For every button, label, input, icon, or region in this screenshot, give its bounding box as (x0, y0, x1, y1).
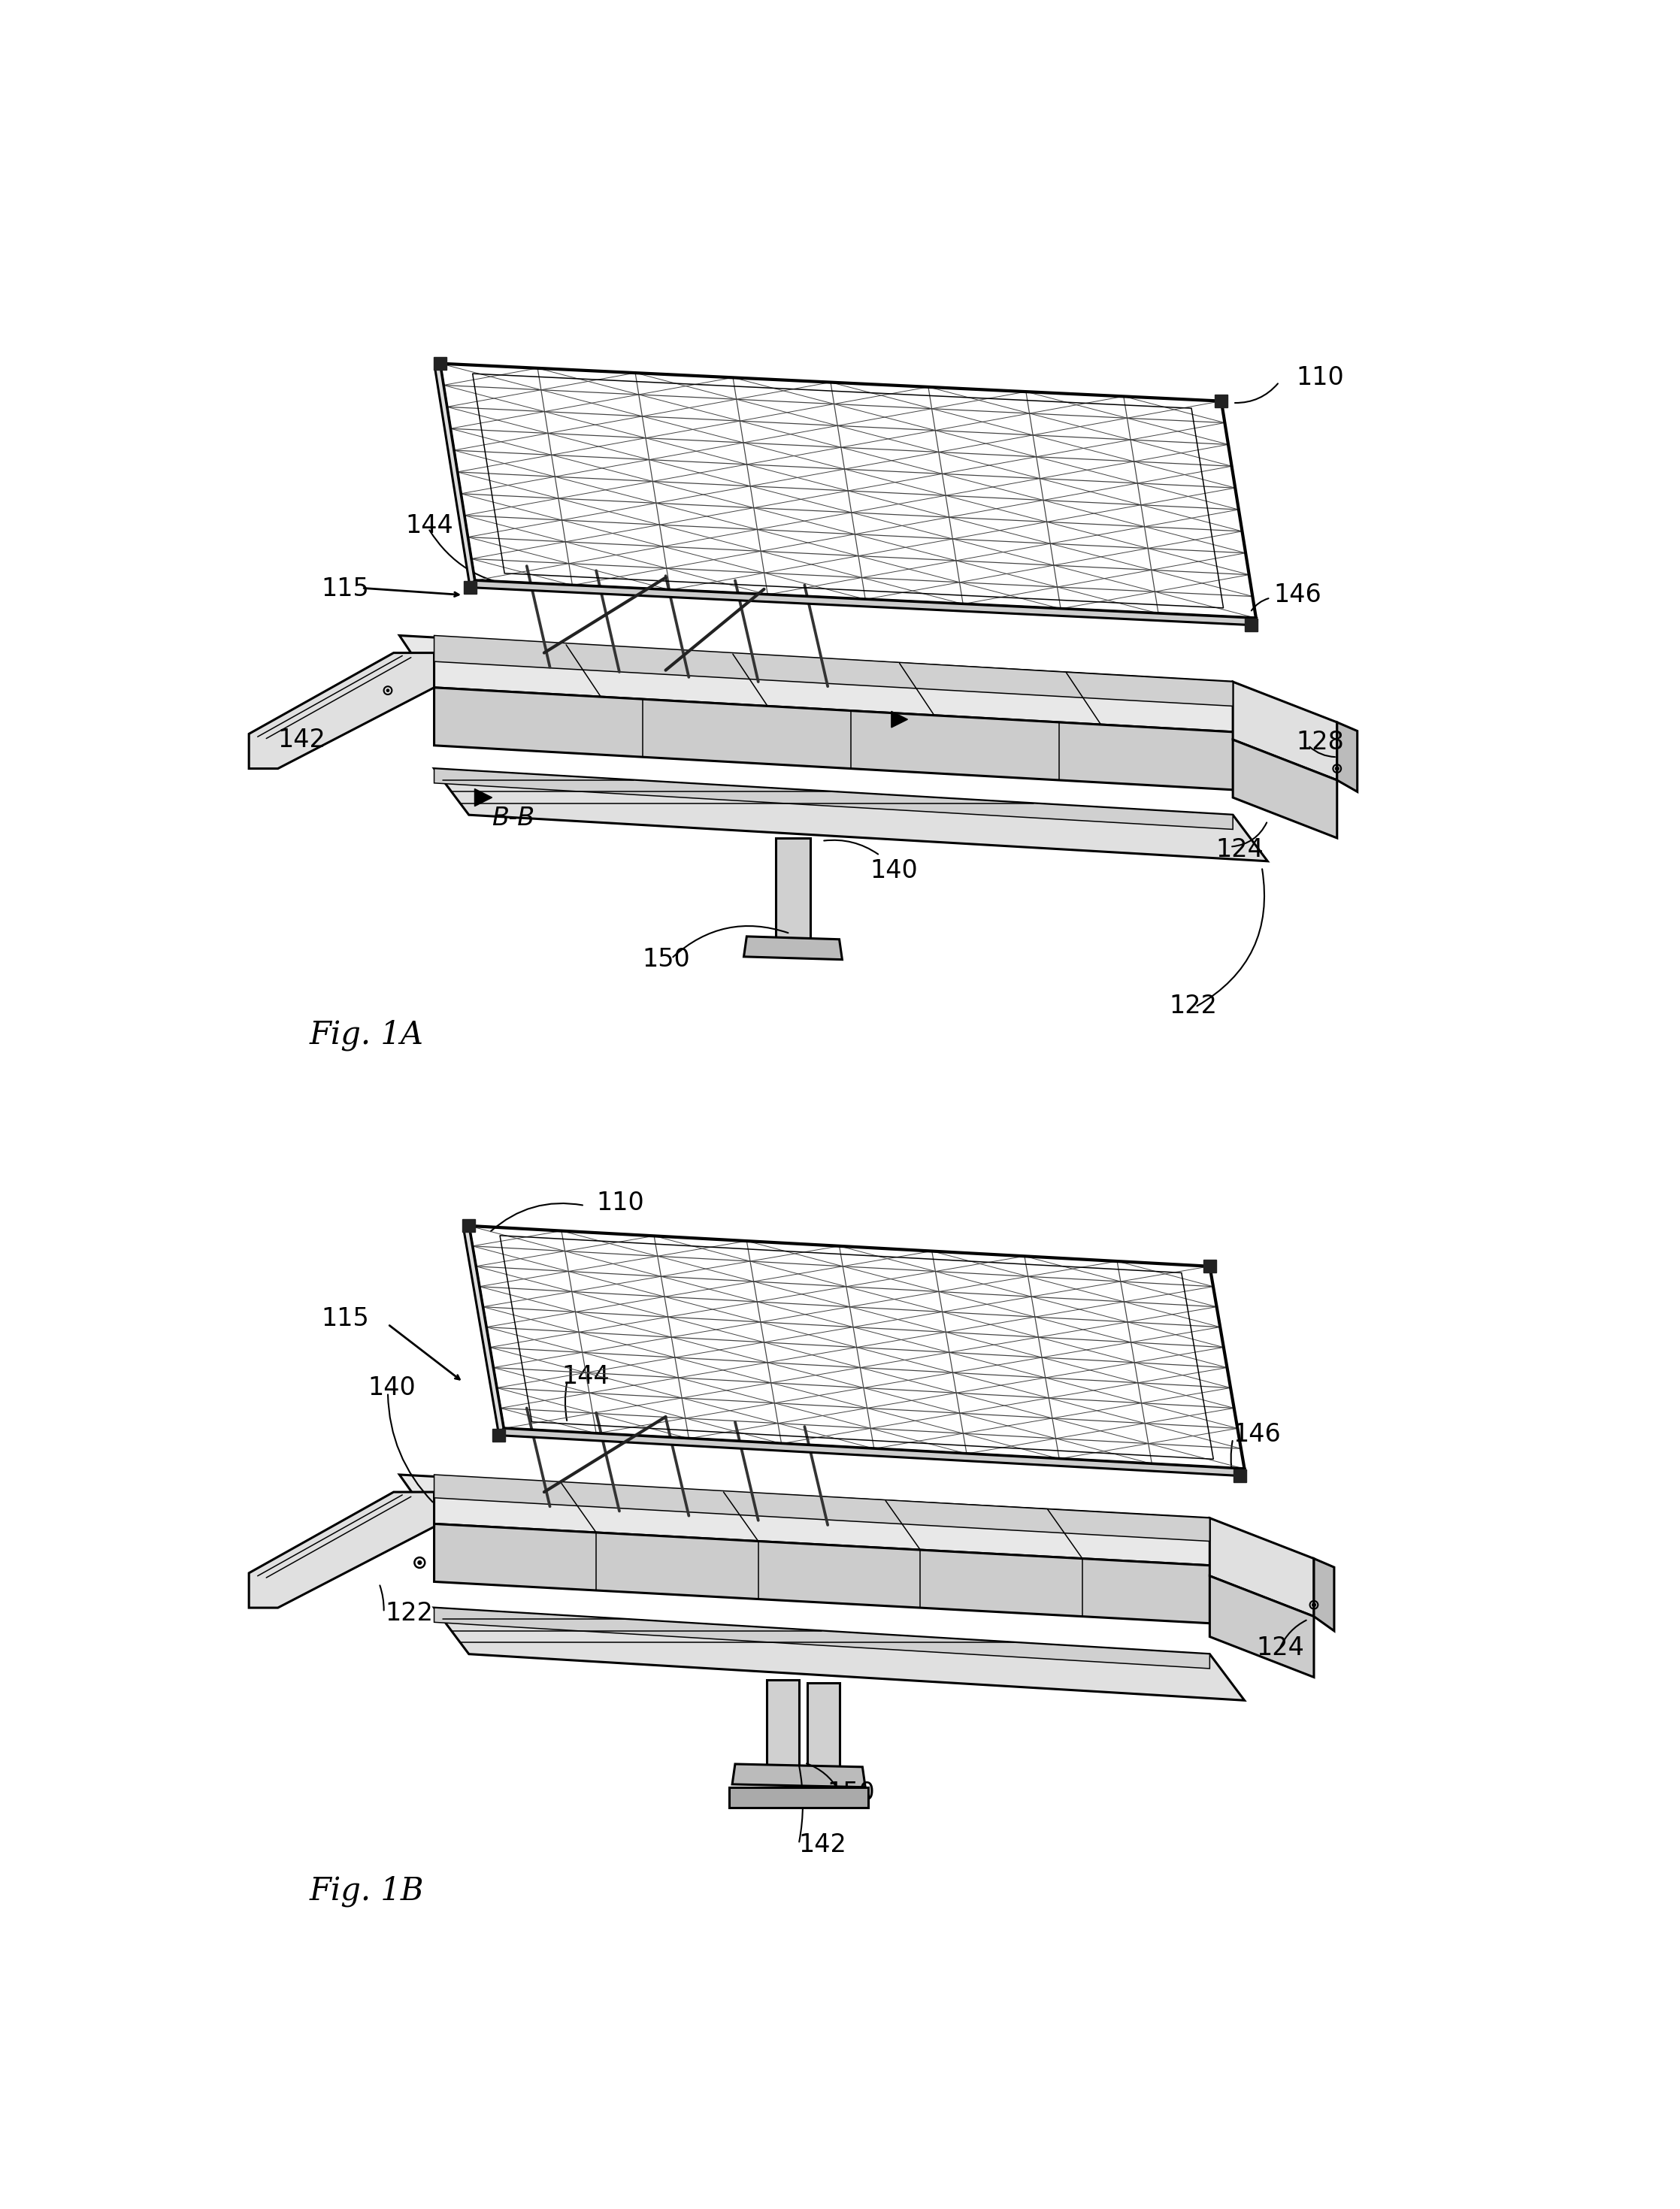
Bar (492, 1429, 506, 1442)
Text: 115: 115 (321, 1306, 370, 1330)
Text: 110: 110 (596, 1191, 643, 1215)
Bar (1215, 395, 1228, 406)
Circle shape (1336, 767, 1339, 771)
Bar (462, 1219, 475, 1233)
Text: 150: 150 (642, 948, 690, 972)
Polygon shape (475, 789, 492, 806)
Text: Fig. 1A: Fig. 1A (309, 1018, 423, 1051)
Bar (1203, 1259, 1216, 1272)
Polygon shape (732, 1765, 865, 1787)
Text: B-B: B-B (492, 806, 534, 831)
Polygon shape (1314, 1560, 1334, 1630)
Text: 128: 128 (1297, 731, 1344, 755)
Polygon shape (776, 837, 810, 943)
Polygon shape (433, 636, 1233, 707)
Polygon shape (768, 1681, 798, 1769)
Polygon shape (808, 1683, 840, 1772)
Text: 122: 122 (1169, 994, 1218, 1018)
Circle shape (1312, 1604, 1315, 1606)
Polygon shape (470, 581, 1257, 625)
Text: 140: 140 (870, 859, 919, 884)
Polygon shape (1210, 1518, 1314, 1617)
Polygon shape (433, 1608, 1245, 1701)
Circle shape (417, 1560, 422, 1564)
Polygon shape (433, 1524, 1245, 1626)
Circle shape (386, 689, 390, 691)
Polygon shape (433, 1476, 1210, 1542)
Text: 146: 146 (1233, 1423, 1280, 1447)
Polygon shape (464, 1226, 504, 1436)
Text: 144: 144 (405, 512, 454, 539)
Polygon shape (400, 636, 1268, 733)
Polygon shape (729, 1787, 869, 1807)
Text: 144: 144 (561, 1363, 610, 1389)
Polygon shape (1233, 740, 1337, 837)
Polygon shape (1337, 722, 1357, 791)
Polygon shape (1233, 683, 1337, 780)
Bar (1245, 619, 1258, 632)
Polygon shape (433, 769, 1233, 828)
Polygon shape (249, 1491, 433, 1608)
Polygon shape (499, 1429, 1245, 1476)
Text: 140: 140 (368, 1376, 415, 1401)
Polygon shape (433, 1608, 1210, 1668)
Polygon shape (400, 1476, 1245, 1566)
Polygon shape (435, 364, 475, 588)
Bar (433, 358, 447, 369)
Polygon shape (469, 1226, 1245, 1469)
Polygon shape (892, 711, 907, 727)
Polygon shape (433, 687, 1268, 791)
Text: 110: 110 (1297, 364, 1344, 391)
Polygon shape (744, 937, 842, 959)
Text: 115: 115 (321, 577, 370, 601)
Bar (464, 581, 477, 594)
Text: 146: 146 (1273, 583, 1320, 607)
Text: 124: 124 (1257, 1637, 1304, 1661)
Text: 150: 150 (827, 1780, 875, 1805)
Polygon shape (440, 364, 1257, 619)
Text: Fig. 1B: Fig. 1B (309, 1875, 425, 1906)
Polygon shape (433, 769, 1268, 862)
Bar (1233, 1469, 1247, 1482)
Polygon shape (249, 654, 433, 769)
Text: 142: 142 (798, 1833, 847, 1858)
Text: 122: 122 (385, 1602, 433, 1626)
Text: 124: 124 (1216, 837, 1263, 862)
Text: 142: 142 (277, 727, 326, 751)
Polygon shape (1210, 1575, 1314, 1677)
